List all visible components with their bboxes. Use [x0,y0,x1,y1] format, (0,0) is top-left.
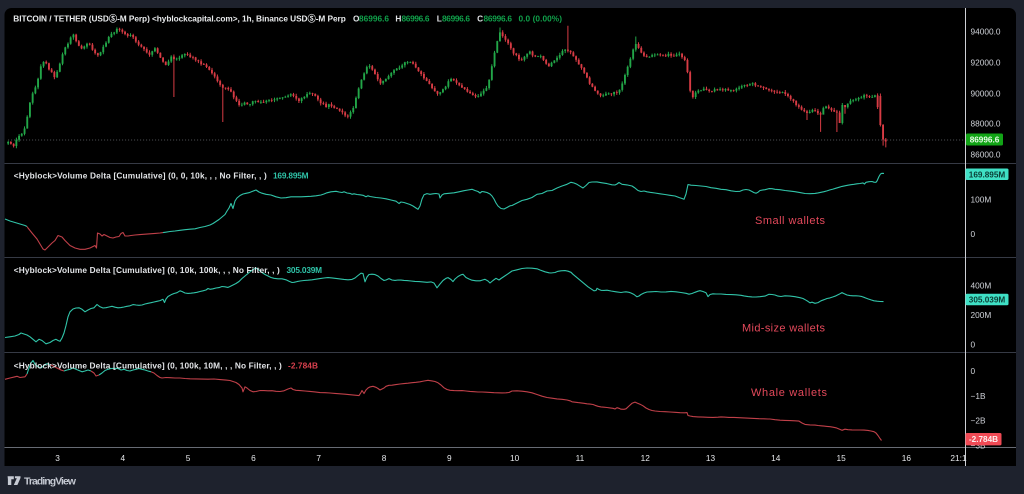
svg-text:16: 16 [902,453,912,463]
svg-text:−1B: −1B [971,391,986,401]
svg-text:305.039M: 305.039M [287,265,323,275]
svg-text:305.039M: 305.039M [969,296,1006,305]
svg-text:400M: 400M [971,281,992,291]
svg-text:H: H [395,13,401,23]
svg-text:14: 14 [771,453,781,463]
svg-text:O: O [353,13,360,23]
svg-text:BITCOIN / TETHER (USDⓈ-M Perp): BITCOIN / TETHER (USDⓈ-M Perp) <hyblockc… [13,13,346,23]
svg-text:3: 3 [55,453,60,463]
svg-text:90000.0: 90000.0 [971,89,1001,99]
svg-text:8: 8 [382,453,387,463]
svg-text:0.0 (0.00%): 0.0 (0.00%) [519,13,563,23]
svg-text:21:1: 21:1 [950,453,967,463]
svg-text:TradingView: TradingView [24,477,77,488]
svg-text:12: 12 [641,453,651,463]
svg-text:5: 5 [186,453,191,463]
svg-text:Whale wallets: Whale wallets [751,387,828,399]
svg-text:15: 15 [836,453,846,463]
svg-text:169.895M: 169.895M [969,170,1006,179]
svg-text:0: 0 [971,229,976,239]
svg-text:<Hyblock>Volume Delta [Cumulat: <Hyblock>Volume Delta [Cumulative] (0, 1… [14,360,282,370]
svg-text:200M: 200M [971,310,992,320]
svg-text:13: 13 [706,453,716,463]
svg-text:88000.0: 88000.0 [971,119,1001,129]
svg-text:86996.6: 86996.6 [402,13,430,23]
svg-text:169.895M: 169.895M [273,170,309,180]
svg-text:4: 4 [120,453,125,463]
svg-text:100M: 100M [971,195,992,205]
svg-text:<Hyblock>Volume Delta [Cumulat: <Hyblock>Volume Delta [Cumulative] (0, 0… [14,170,267,180]
svg-text:0: 0 [971,366,976,376]
svg-text:86996.6: 86996.6 [359,13,389,23]
svg-text:−3B: −3B [971,441,986,451]
svg-text:L: L [437,13,442,23]
svg-text:−2B: −2B [971,416,986,426]
svg-text:86996.6: 86996.6 [970,136,1000,145]
svg-text:Mid-size wallets: Mid-size wallets [742,323,826,335]
svg-text:86000.0: 86000.0 [971,150,1001,160]
svg-text:Small wallets: Small wallets [755,215,826,227]
svg-text:92000.0: 92000.0 [971,58,1001,68]
svg-text:<Hyblock>Volume Delta [Cumulat: <Hyblock>Volume Delta [Cumulative] (0, 1… [14,265,280,275]
svg-text:7: 7 [316,453,321,463]
svg-text:11: 11 [576,453,585,463]
svg-text:C: C [477,13,483,23]
svg-text:6: 6 [251,453,256,463]
svg-text:9: 9 [447,453,452,463]
svg-text:86996.6: 86996.6 [442,13,470,23]
svg-text:86996.6: 86996.6 [484,13,513,23]
svg-text:0: 0 [971,340,976,350]
svg-text:-2.784B: -2.784B [288,360,318,370]
svg-text:94000.0: 94000.0 [971,27,1001,37]
svg-text:-2.784B: -2.784B [969,435,998,444]
svg-text:10: 10 [510,453,520,463]
